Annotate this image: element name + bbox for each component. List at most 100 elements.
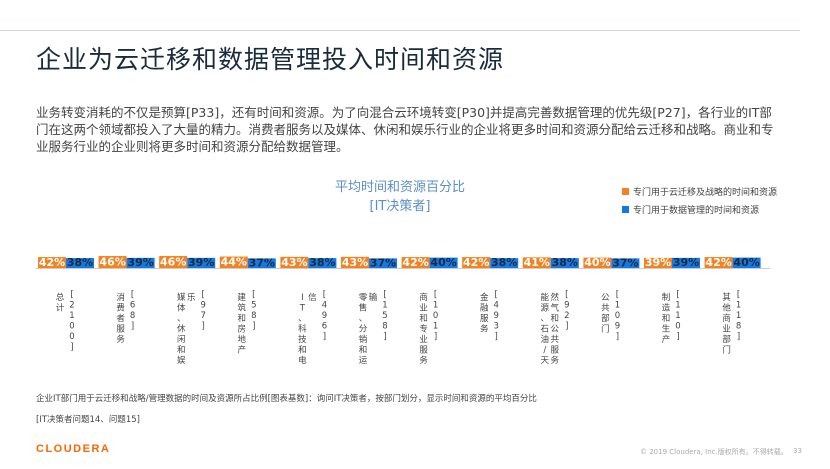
category-label-char-5-3: 分: [359, 325, 368, 335]
category-base-char-7-1: 4: [493, 301, 498, 311]
category-label-char-1-4: 务: [116, 334, 125, 345]
category-base-char-9-0: [: [616, 290, 619, 300]
category-label-char-2-7: 乐: [187, 292, 196, 303]
category-label-char-8-1: 源: [541, 304, 550, 314]
category-base-char-5-2: 5: [382, 311, 387, 321]
category-base-char-4-3: 6: [322, 322, 327, 332]
legend-swatch-data: [622, 205, 629, 213]
legend-swatch-cloud: [622, 187, 629, 195]
data-label-data-3: 37%: [249, 256, 275, 269]
category-base-char-8-3: ]: [565, 322, 568, 332]
bar-cloud-10: [644, 257, 672, 268]
category-label-char-8-10: 公: [551, 325, 560, 335]
category-label-char-1-2: 者: [116, 314, 125, 324]
category-label-char-11-0: 其: [722, 293, 731, 303]
category-base-char-4-2: 9: [322, 311, 327, 321]
category-label-char-4-6: 电: [298, 355, 307, 366]
category-label-char-9-2: 部: [601, 313, 610, 324]
bar-cloud-0: [38, 257, 66, 268]
category-label-char-3-4: 地: [238, 334, 247, 345]
category-label-char-6-0: 商: [419, 292, 428, 303]
bar-cloud-3: [219, 256, 248, 268]
category-label-char-2-4: 闲: [177, 335, 186, 345]
category-label-char-5-4: 销: [359, 334, 368, 345]
category-label-char-5-6: 运: [359, 356, 368, 366]
category-label-char-5-2: 、: [359, 314, 368, 324]
category-label-char-1-3: 服: [116, 325, 125, 335]
category-label-char-8-0: 能: [541, 292, 550, 303]
bar-data-8: [550, 258, 579, 268]
category-label-char-9-0: 公: [601, 293, 610, 303]
category-label-char-0-0: 总: [56, 292, 65, 303]
category-base-char-2-2: 7: [200, 311, 205, 321]
category-base-char-10-1: 1: [675, 301, 680, 311]
category-label-char-6-4: 业: [419, 334, 428, 345]
bar-cloud-5: [341, 256, 369, 268]
data-label-cloud-10: 39%: [645, 256, 671, 269]
data-label-cloud-5: 43%: [342, 256, 368, 269]
data-label-cloud-6: 42%: [402, 256, 428, 269]
category-base-char-2-1: 9: [200, 301, 205, 311]
category-base-char-3-3: ]: [252, 322, 255, 332]
category-base-char-6-1: 1: [433, 301, 438, 311]
category-base-char-10-2: 1: [675, 311, 680, 321]
category-base-char-5-0: [: [383, 290, 386, 300]
category-base-char-1-0: [: [131, 290, 134, 300]
data-label-data-10: 39%: [673, 256, 699, 269]
category-label-char-8-12: 服: [551, 346, 560, 356]
category-label-char-8-11: 共: [551, 335, 560, 345]
category-base-char-10-0: [: [676, 290, 679, 300]
category-base-char-9-3: 9: [615, 322, 620, 332]
category-base-char-11-1: 1: [736, 301, 741, 311]
data-label-data-2: 39%: [188, 256, 214, 269]
data-label-data-5: 37%: [370, 256, 396, 269]
category-base-char-1-3: ]: [131, 322, 134, 332]
category-base-char-9-4: ]: [616, 332, 619, 342]
category-label-char-4-5: 和: [298, 346, 307, 356]
bar-data-1: [126, 257, 155, 268]
category-label-char-4-2: 、: [298, 314, 307, 324]
category-base-char-4-1: 4: [322, 301, 327, 311]
category-label-char-1-0: 消: [116, 292, 125, 303]
category-label-char-7-0: 金: [480, 292, 489, 303]
category-label-char-6-3: 专: [419, 324, 428, 335]
category-label-char-7-3: 务: [480, 324, 489, 335]
category-base-char-11-0: [: [737, 290, 740, 300]
category-base-char-5-4: ]: [383, 332, 386, 342]
bar-cloud-11: [704, 257, 733, 268]
category-label-char-11-4: 部: [722, 334, 731, 345]
bar-data-10: [672, 257, 700, 268]
category-label-char-8-2: 、: [541, 314, 550, 324]
category-label-char-8-8: 气: [551, 303, 560, 314]
category-base-char-7-2: 9: [493, 311, 498, 321]
category-label-char-6-5: 服: [419, 346, 428, 356]
category-base-char-0-1: 2: [69, 301, 74, 311]
category-base-char-2-0: [: [202, 290, 205, 300]
chart-title: 平均时间和资源百分比 [IT决策者]: [300, 178, 500, 216]
chart-legend: 专门用于云迁移及战略的时间和资源 专门用于数据管理的时间和资源: [622, 182, 777, 218]
category-base-char-5-3: 8: [382, 322, 387, 332]
category-base-char-8-2: 2: [564, 311, 569, 321]
category-base-char-3-2: 8: [251, 311, 256, 321]
data-label-data-1: 39%: [127, 256, 153, 269]
bar-cloud-9: [583, 257, 612, 268]
legend-label-cloud: 专门用于云迁移及战略的时间和资源: [633, 187, 778, 198]
category-label-char-7-2: 服: [480, 314, 489, 324]
category-label-char-5-0: 零: [359, 293, 368, 303]
category-label-char-3-3: 房: [238, 324, 247, 335]
bar-cloud-7: [462, 257, 491, 268]
category-label-char-5-7: 输: [369, 292, 378, 303]
cloudera-logo: CLOUDERA: [36, 443, 111, 455]
category-label-char-9-3: 门: [601, 324, 610, 335]
bar-data-5: [369, 258, 397, 268]
category-label-char-6-1: 业: [419, 303, 428, 314]
chart-title-line1: 平均时间和资源百分比: [334, 180, 465, 195]
copyright-text: © 2019 Cloudera, Inc.版权所有。不得转载。: [640, 448, 788, 456]
legend-item-cloud: 专门用于云迁移及战略的时间和资源: [622, 182, 777, 200]
bar-cloud-2: [159, 256, 188, 268]
category-label-char-8-5: /: [543, 346, 546, 356]
category-base-char-8-0: [: [565, 290, 568, 300]
legend-label-data: 专门用于数据管理的时间和资源: [633, 205, 760, 216]
category-base-char-3-0: [: [252, 290, 255, 300]
